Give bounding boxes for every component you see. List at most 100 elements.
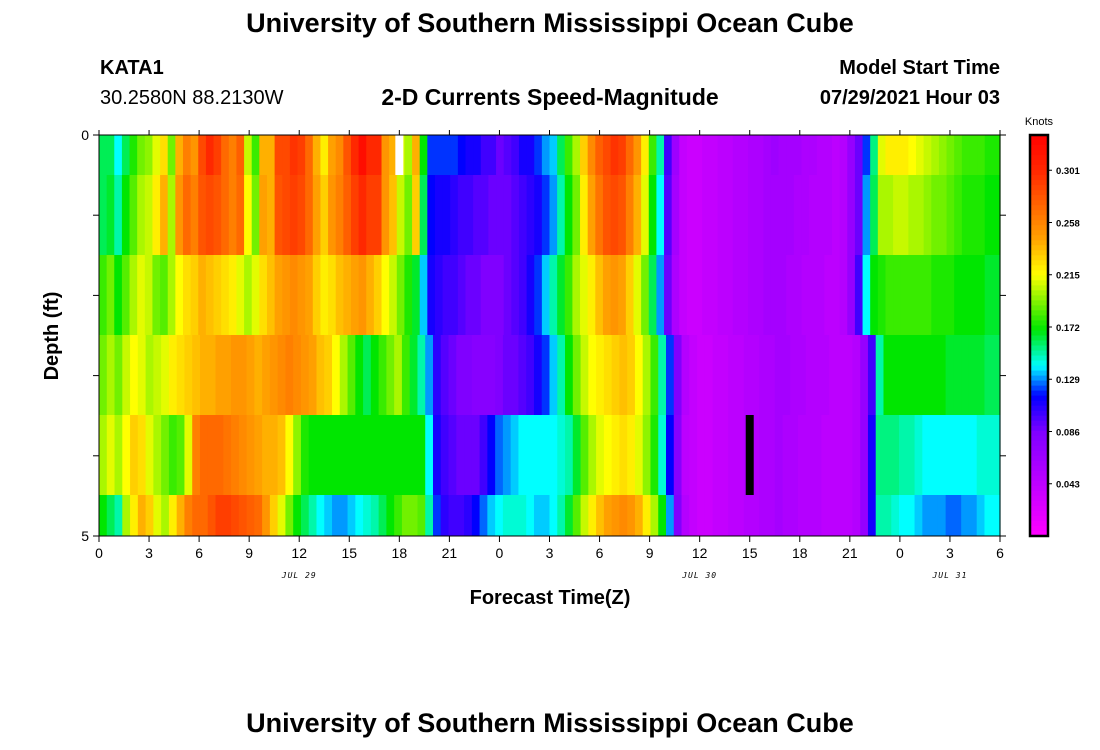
heatmap-cell xyxy=(836,415,846,495)
heatmap-cell xyxy=(580,335,589,415)
colorbar-segment xyxy=(1030,260,1048,266)
heatmap-cell xyxy=(161,415,170,495)
heatmap-cell xyxy=(790,495,799,536)
heatmap-cell xyxy=(860,495,869,536)
heatmap-cell xyxy=(877,255,887,335)
heatmap-cell xyxy=(358,175,367,255)
heatmap-cell xyxy=(282,255,291,335)
heatmap-cell xyxy=(712,415,721,495)
heatmap-cell xyxy=(790,335,799,415)
heatmap-cell xyxy=(518,415,527,495)
heatmap-cell xyxy=(153,335,162,415)
heatmap-cell xyxy=(297,135,306,175)
heatmap-cell xyxy=(457,175,467,255)
heatmap-cell xyxy=(502,335,512,415)
heatmap-cell xyxy=(673,415,683,495)
heatmap-cell xyxy=(192,335,201,415)
heatmap-cell xyxy=(254,495,263,536)
heatmap-cell xyxy=(976,495,986,536)
heatmap-cell xyxy=(350,135,360,175)
heatmap-cell xyxy=(114,175,123,255)
colorbar-segment xyxy=(1030,220,1048,226)
colorbar-segment xyxy=(1030,520,1048,527)
heatmap-cell xyxy=(366,175,375,255)
heatmap-cell xyxy=(137,495,147,536)
heatmap-cell xyxy=(479,335,488,415)
heatmap-cell xyxy=(829,495,838,536)
heatmap-cell xyxy=(389,255,398,335)
heatmap-cell xyxy=(862,175,871,255)
heatmap-cell xyxy=(686,135,696,175)
heatmap-cells xyxy=(99,135,1001,536)
heatmap-cell xyxy=(976,415,986,495)
heatmap-cell xyxy=(984,175,993,255)
heatmap-cell xyxy=(182,175,192,255)
heatmap-cell xyxy=(875,335,885,415)
heatmap-cell xyxy=(285,415,294,495)
heatmap-cell xyxy=(198,255,207,335)
heatmap-cell xyxy=(160,255,169,335)
heatmap-cell xyxy=(969,175,978,255)
heatmap-cell xyxy=(824,175,833,255)
heatmap-cell xyxy=(236,255,245,335)
heatmap-cell xyxy=(602,255,612,335)
heatmap-cell xyxy=(282,135,291,175)
heatmap-cell xyxy=(844,415,854,495)
heatmap-cell xyxy=(984,335,993,415)
heatmap-cell xyxy=(801,255,810,335)
heatmap-cell xyxy=(671,135,680,175)
heatmap-cell xyxy=(207,335,217,415)
heatmap-cell xyxy=(409,335,419,415)
heatmap-cell xyxy=(778,255,787,335)
colorbar-segment xyxy=(1030,180,1048,186)
heatmap-cell xyxy=(930,495,939,536)
heatmap-cell xyxy=(518,335,527,415)
heatmap-cell xyxy=(755,255,764,335)
heatmap-cell xyxy=(495,495,504,536)
heatmap-cell xyxy=(487,495,496,536)
heatmap-cell xyxy=(984,255,993,335)
heatmap-cell xyxy=(602,175,612,255)
heatmap-cell xyxy=(465,135,474,175)
heatmap-cell xyxy=(487,415,496,495)
heatmap-cell xyxy=(793,135,803,175)
heatmap-cell xyxy=(813,415,822,495)
heatmap-cell xyxy=(648,255,657,335)
heatmap-cell xyxy=(328,255,337,335)
heatmap-cell xyxy=(184,415,193,495)
heatmap-cell xyxy=(488,135,497,175)
heatmap-cell xyxy=(448,495,457,536)
heatmap-cell xyxy=(282,175,291,255)
heatmap-cell xyxy=(770,135,780,175)
heatmap-cell xyxy=(603,495,613,536)
heatmap-cell xyxy=(114,495,123,536)
heatmap-cell xyxy=(625,255,635,335)
heatmap-cell xyxy=(99,335,108,415)
heatmap-cell xyxy=(389,175,398,255)
heatmap-cell xyxy=(533,335,543,415)
heatmap-cell xyxy=(923,255,932,335)
heatmap-cell xyxy=(440,495,450,536)
heatmap-cell xyxy=(702,255,711,335)
colorbar-tick-label: 0.172 xyxy=(1056,323,1080,334)
heatmap-cell xyxy=(503,135,512,175)
heatmap-cell xyxy=(518,495,527,536)
colorbar-segment xyxy=(1030,360,1048,367)
heatmap-cell xyxy=(740,135,749,175)
heatmap-cell xyxy=(954,175,963,255)
heatmap-cell xyxy=(335,255,344,335)
heatmap-cell xyxy=(953,335,962,415)
colorbar-segment xyxy=(1030,345,1048,352)
heatmap-cell xyxy=(893,135,902,175)
heatmap-cell xyxy=(526,255,535,335)
heatmap-cell xyxy=(432,415,442,495)
heatmap-cell xyxy=(412,255,421,335)
heatmap-cell xyxy=(681,495,690,536)
heatmap-cell xyxy=(549,135,558,175)
heatmap-cell xyxy=(588,415,597,495)
heatmap-cell xyxy=(106,495,116,536)
heatmap-cell xyxy=(215,495,224,536)
heatmap-cell xyxy=(404,255,413,335)
heatmap-cell xyxy=(106,415,116,495)
heatmap-cell xyxy=(922,495,931,536)
